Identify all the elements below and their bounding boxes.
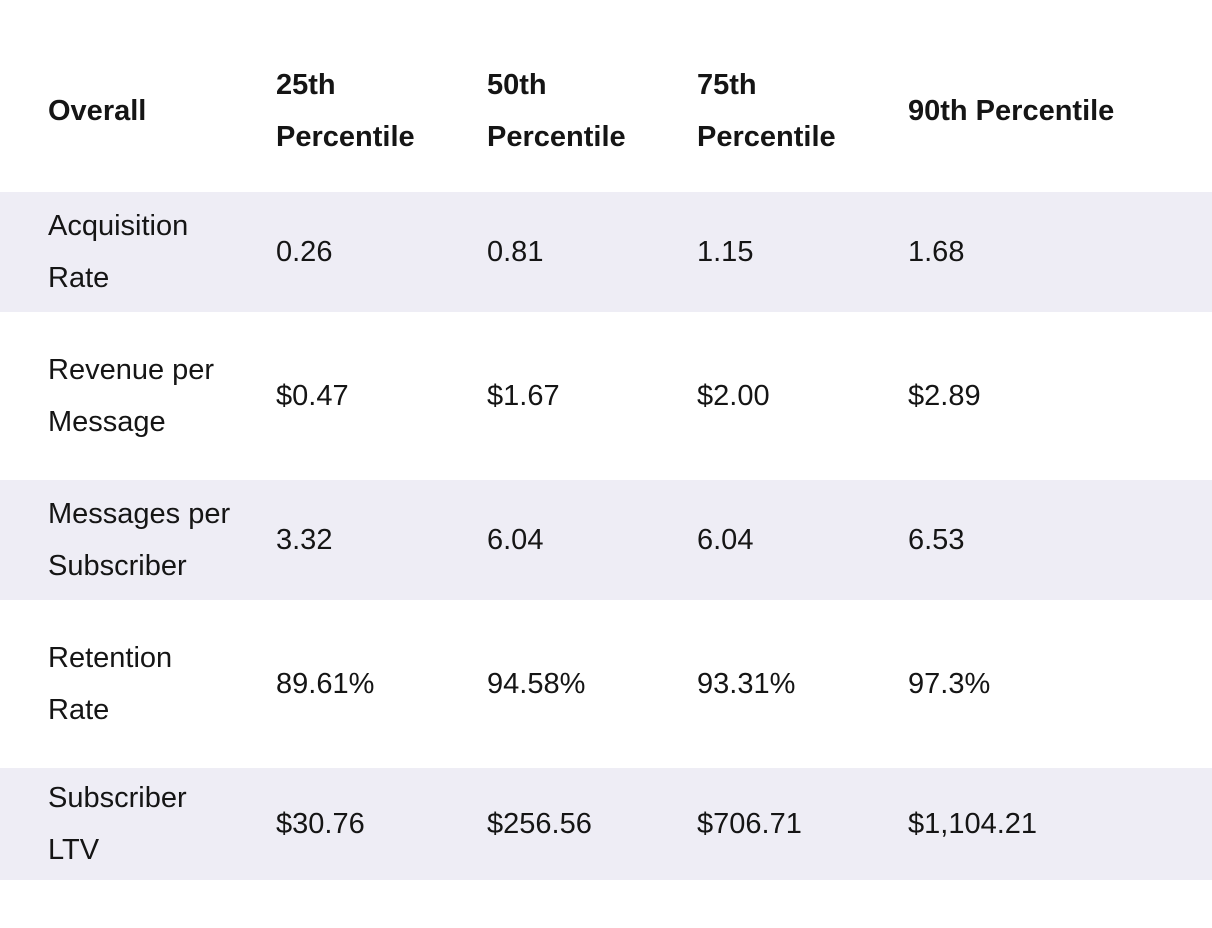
value-cell: 6.53	[908, 524, 965, 556]
value-cell: 6.04	[697, 524, 754, 556]
row-label: Acquisition Rate	[48, 210, 189, 294]
header-cell: 90th Percentile	[908, 95, 1115, 127]
value-cell: 6.04	[487, 524, 544, 556]
value-cell: 1.15	[697, 236, 754, 268]
table-row: Messages per Subscriber 3.32 6.04 6.04 6.53	[0, 480, 1212, 600]
value-cell: $706.71	[697, 808, 802, 840]
row-label: Revenue per Message	[48, 354, 215, 438]
value-cell: 0.26	[276, 236, 333, 268]
value-cell: $1,104.21	[908, 808, 1038, 840]
value-cell: $2.00	[697, 380, 770, 412]
table-body: Acquisition Rate 0.26 0.81 1.15 1.68 Revenue …	[0, 192, 1212, 880]
value-cell: $0.47	[276, 380, 349, 412]
row-label: Messages per Subscriber	[48, 498, 231, 582]
value-cell: $1.67	[487, 380, 560, 412]
value-cell: 1.68	[908, 236, 965, 268]
table-row: Acquisition Rate 0.26 0.81 1.15 1.68	[0, 192, 1212, 312]
table-row: Revenue per Message $0.47 $1.67 $2.00 $2.89	[0, 312, 1212, 480]
value-cell: $30.76	[276, 808, 365, 840]
header-cell: 75th Percentile	[697, 69, 836, 153]
row-label: Subscriber LTV	[48, 782, 187, 866]
table-header: Overall 25th Percentile 50th Percentile 75t…	[0, 30, 1212, 192]
percentile-table: Overall 25th Percentile 50th Percentile 75t…	[0, 30, 1212, 880]
value-cell: $2.89	[908, 380, 981, 412]
value-cell: 93.31%	[697, 668, 796, 700]
value-cell: 0.81	[487, 236, 544, 268]
value-cell: 89.61%	[276, 668, 375, 700]
table-row: Retention Rate 89.61% 94.58% 93.31% 97.3%	[0, 600, 1212, 768]
value-cell: 3.32	[276, 524, 333, 556]
header-cell: Overall	[48, 95, 147, 127]
table-row: Subscriber LTV $30.76 $256.56 $706.71 $1,104…	[0, 768, 1212, 880]
header-row: Overall 25th Percentile 50th Percentile 75t…	[0, 30, 1212, 192]
header-cell: 50th Percentile	[487, 69, 626, 153]
value-cell: 94.58%	[487, 668, 586, 700]
header-cell: 25th Percentile	[276, 69, 415, 153]
row-label: Retention Rate	[48, 642, 173, 726]
value-cell: $256.56	[487, 808, 592, 840]
value-cell: 97.3%	[908, 668, 991, 700]
